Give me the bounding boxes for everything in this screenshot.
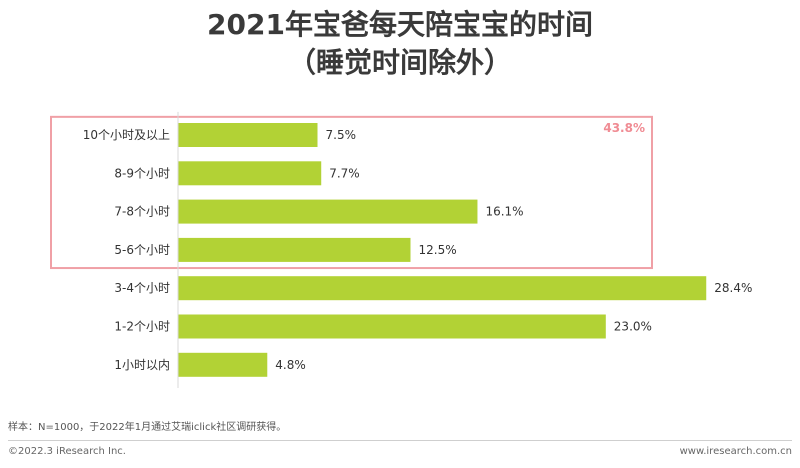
bar: [178, 199, 478, 224]
value-label: 7.5%: [326, 128, 357, 142]
category-label: 8-9个小时: [114, 166, 170, 180]
website-text: www.iresearch.com.cn: [679, 446, 792, 457]
category-label: 7-8个小时: [114, 205, 170, 219]
chart-title: 2021年宝爸每天陪宝宝的时间: [207, 8, 593, 41]
bar: [178, 352, 268, 377]
value-label: 7.7%: [329, 166, 360, 180]
bar: [178, 123, 318, 147]
copyright-text: ©2022.3 iResearch Inc.: [8, 446, 126, 457]
chart-subtitle: （睡觉时间除外）: [287, 46, 512, 79]
sample-note: 样本：N=1000，于2022年1月通过艾瑞iclick社区调研获得。: [8, 422, 287, 433]
bar: [178, 314, 606, 339]
bar: [178, 276, 707, 301]
highlight-box: [50, 115, 653, 270]
value-label: 12.5%: [419, 243, 457, 257]
value-label: 23.0%: [614, 320, 652, 334]
category-label: 5-6个小时: [114, 243, 170, 257]
highlight-total-label: 43.8%: [603, 121, 645, 135]
footer-divider: [8, 440, 792, 441]
category-label: 3-4个小时: [114, 281, 170, 295]
category-label: 1-2个小时: [114, 320, 170, 334]
value-label: 4.8%: [275, 358, 306, 372]
bar: [178, 237, 411, 262]
bar: [178, 161, 322, 186]
category-label: 1小时以内: [114, 358, 170, 372]
category-label: 10个小时及以上: [83, 128, 170, 142]
value-label: 28.4%: [714, 281, 752, 295]
value-label: 16.1%: [485, 205, 523, 219]
